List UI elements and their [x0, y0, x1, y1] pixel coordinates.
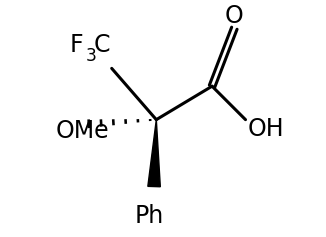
Text: OMe: OMe: [56, 119, 110, 143]
Text: Ph: Ph: [135, 204, 164, 228]
Text: F: F: [69, 33, 83, 57]
Text: 3: 3: [86, 47, 97, 65]
Polygon shape: [148, 120, 160, 187]
Text: C: C: [94, 33, 111, 57]
Text: OH: OH: [248, 117, 284, 141]
Text: O: O: [225, 4, 244, 28]
